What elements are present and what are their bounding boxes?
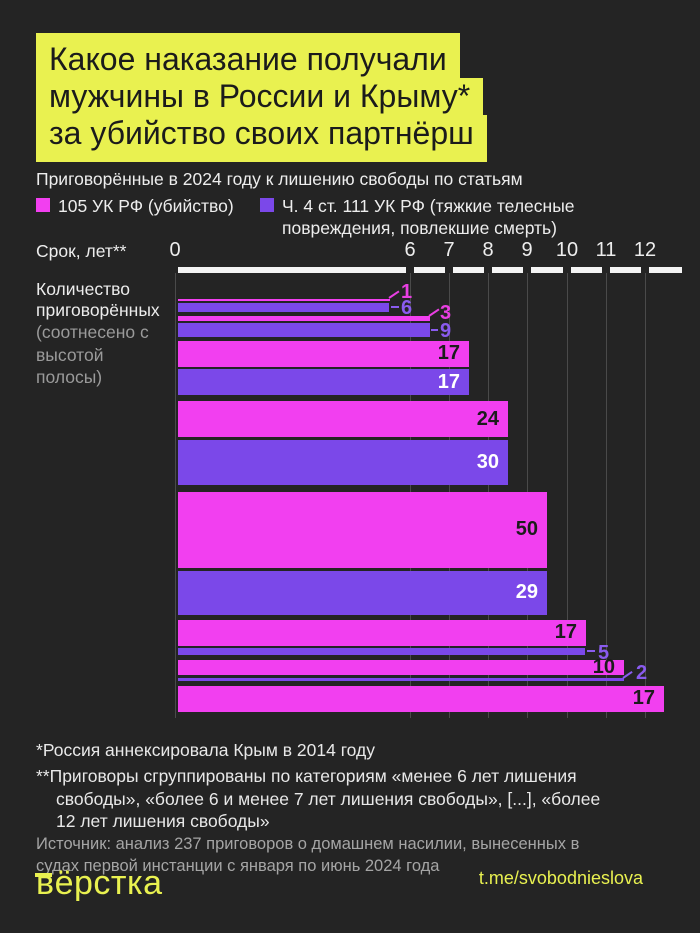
axis-segment <box>649 267 682 273</box>
bar-111-11-12 <box>178 677 624 681</box>
legend-item-111: Ч. 4 ст. 111 УК РФ (тяжкие телесные повр… <box>260 195 620 239</box>
title-line-2: мужчины в России и Крыму* <box>36 78 484 115</box>
gridline-10 <box>567 273 568 718</box>
chart-subtitle: Приговорённые в 2024 году к лишению своб… <box>36 169 523 189</box>
bar-value-label: 29 <box>515 581 538 603</box>
axis-segment <box>453 267 484 273</box>
bar-105-10-11: 17 <box>178 619 586 646</box>
bar-105-7-8: 17 <box>178 341 469 367</box>
bar-value-label: 50 <box>515 518 538 541</box>
footnote-marker: * <box>36 740 43 760</box>
bar-105-6-7 <box>178 316 430 321</box>
gridline-12 <box>645 273 646 718</box>
legend-label-105: 105 УК РФ (убийство) <box>58 196 234 216</box>
bar-105-gt12: 17 <box>178 685 664 712</box>
tick-label-10: 10 <box>555 239 579 261</box>
footnote-text: Приговоры сгруппированы по категориям «м… <box>49 766 601 831</box>
tick-label-12: 12 <box>633 239 657 261</box>
callout-line <box>391 306 399 308</box>
legend-swatch-111 <box>260 198 274 212</box>
bar-111-10-11 <box>178 647 585 655</box>
bar-value-label: 17 <box>437 370 460 393</box>
bar-value-label: 10 <box>592 656 615 678</box>
callout-value-111-10-11: 5 <box>598 642 610 664</box>
callout-value-105-lt6: 1 <box>401 281 413 303</box>
telegram-link: t.me/svobodnieslova <box>478 868 643 888</box>
footnote-marker: ** <box>36 766 50 786</box>
legend-swatch-105 <box>36 198 50 212</box>
axis-segment <box>531 267 563 273</box>
bar-value-label: 17 <box>437 342 460 365</box>
callout-value-111-11-12: 2 <box>636 662 648 684</box>
bar-value-label: 17 <box>632 687 655 709</box>
callout-line <box>587 650 595 652</box>
chart-title: Какое наказание получали мужчины в Росси… <box>36 33 487 162</box>
footnote-categories: **Приговоры сгруппированы по категориям … <box>36 765 601 833</box>
axis-segment <box>414 267 445 273</box>
bar-111-8-9: 30 <box>178 440 508 485</box>
footnote-crimea: *Россия аннексировала Крым в 2014 году <box>36 740 375 761</box>
legend-label-111: Ч. 4 ст. 111 УК РФ (тяжкие телесные повр… <box>282 196 575 238</box>
bar-value-label: 24 <box>476 407 499 430</box>
tick-label-0: 0 <box>169 239 181 261</box>
bar-105-8-9: 24 <box>178 401 508 437</box>
bar-111-6-7 <box>178 323 430 337</box>
callout-line <box>431 329 438 331</box>
axis-segment <box>178 267 406 273</box>
tick-label-6: 6 <box>404 239 416 261</box>
source-note: Источник: анализ 237 приговоров о домашн… <box>36 835 580 875</box>
bar-value-label: 30 <box>476 451 499 473</box>
axis-segment <box>492 267 523 273</box>
gridline-11 <box>606 273 607 718</box>
bar-111-7-8: 17 <box>178 369 469 395</box>
gridline-0 <box>175 273 176 718</box>
title-line-3: за убийство своих партнёрш <box>36 115 487 162</box>
verstka-logo: вёрстка <box>36 864 163 902</box>
callout-value-105-6-7: 3 <box>440 302 452 324</box>
tick-label-7: 7 <box>443 239 455 261</box>
bar-111-lt6 <box>178 303 389 312</box>
y-axis-sublabel: (соотнесено с высотой полосы) <box>36 322 149 387</box>
x-axis-label: Срок, лет** <box>36 241 127 261</box>
tick-label-11: 11 <box>595 239 617 261</box>
bar-value-label: 17 <box>554 621 577 643</box>
bar-105-lt6 <box>178 298 390 301</box>
bar-105-11-12: 10 <box>178 656 624 678</box>
footnote-text: Россия аннексировала Крым в 2014 году <box>42 740 375 760</box>
callout-line <box>428 308 440 317</box>
callout-value-111-lt6: 6 <box>401 297 413 319</box>
bar-111-9-10: 29 <box>178 570 547 615</box>
tick-label-8: 8 <box>482 239 494 261</box>
callout-value-111-6-7: 9 <box>440 320 452 342</box>
callout-line <box>388 290 400 299</box>
axis-segment <box>571 267 602 273</box>
verstka-logo-decoration <box>35 873 52 877</box>
legend-item-105: 105 УК РФ (убийство) <box>36 195 234 217</box>
bar-105-9-10: 50 <box>178 492 547 568</box>
y-axis-label: Количество приговорённых <box>36 279 160 320</box>
axis-segment <box>610 267 641 273</box>
tick-label-9: 9 <box>521 239 533 261</box>
title-line-1: Какое наказание получали <box>36 33 460 78</box>
